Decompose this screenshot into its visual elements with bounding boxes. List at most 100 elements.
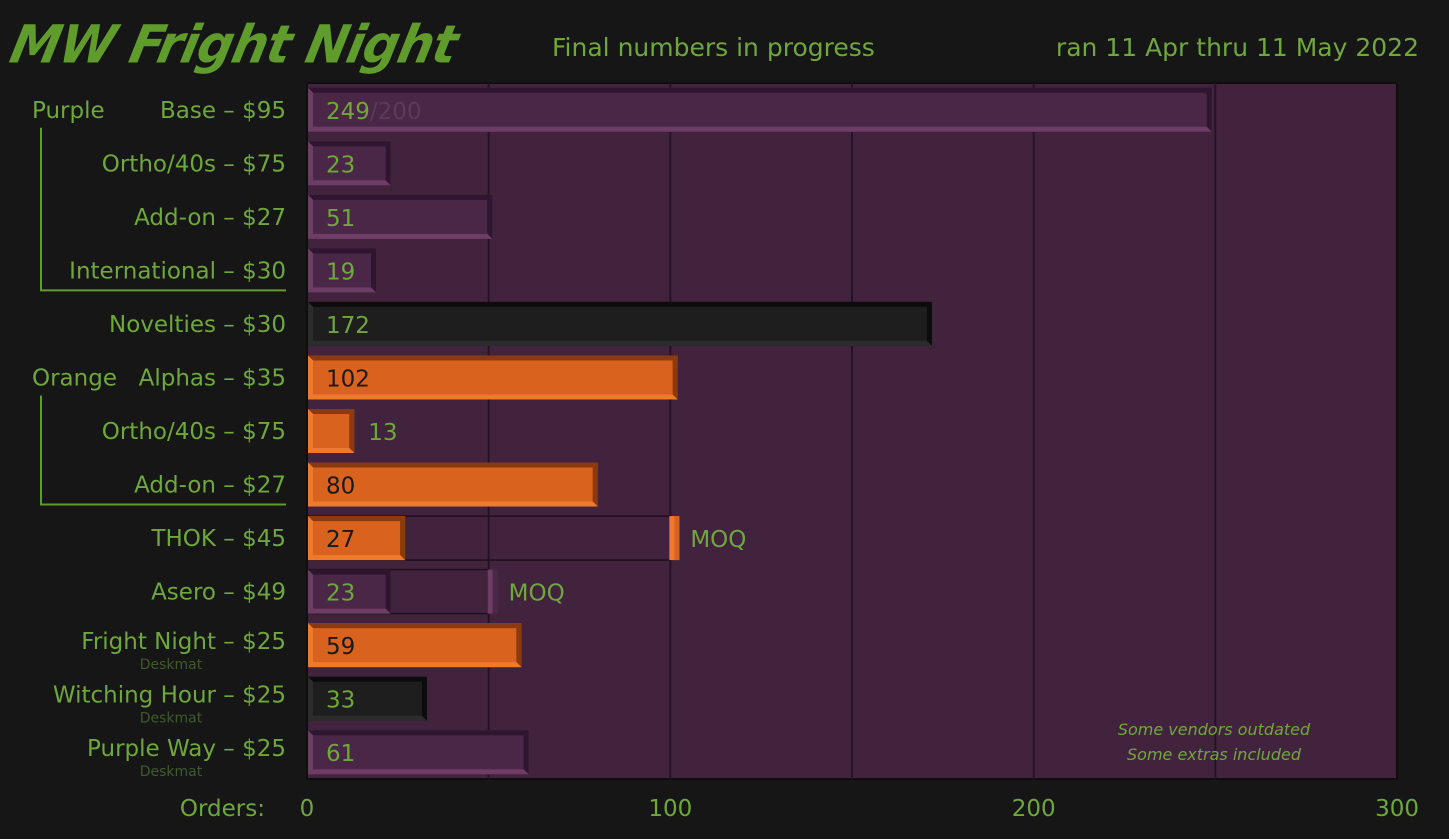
bar [308, 87, 1212, 132]
tick-label: 300 [1375, 796, 1419, 822]
bar-bevel-left [308, 516, 313, 561]
row-label: Witching Hour – $25 [53, 683, 286, 709]
group-bracket [40, 395, 286, 506]
bar-bevel-bottom [308, 287, 377, 293]
bar [308, 462, 598, 507]
data-label: 80 [326, 474, 355, 500]
bar-bevel-right [371, 248, 377, 293]
row-label: Ortho/40s – $75 [102, 151, 286, 177]
bar-bevel-left [308, 87, 313, 132]
bar-bevel-top [308, 676, 427, 682]
bar-bevel-top [308, 141, 391, 147]
bar-bevel-left [308, 301, 313, 346]
bar [308, 623, 522, 668]
bar [308, 676, 427, 721]
annotation: Some vendors outdated [1118, 720, 1311, 739]
bar-bevel-left [308, 248, 313, 293]
bar-bevel-right [523, 730, 529, 775]
row-labels: Base – $95 Ortho/40s – $75 Add-on – $27 Int… [32, 98, 286, 780]
row-label: Fright Night – $25 [81, 629, 286, 655]
bar-row: 13 [308, 409, 398, 453]
bar-bevel-right [349, 409, 355, 453]
annotations: Some vendors outdated Some extras include… [1118, 720, 1311, 764]
bar-bevel-right [1206, 87, 1212, 132]
bar-row: 27 MOQ [307, 515, 746, 561]
bar-bevel-right [926, 301, 932, 346]
bar-bevel-right [592, 462, 598, 507]
chart-subtitle: Final numbers in progress [552, 33, 875, 62]
row-label: International – $30 [69, 258, 286, 284]
moq-label: MOQ [690, 527, 746, 553]
bar-row: 80 [308, 462, 598, 507]
bar-bevel-top [308, 301, 932, 307]
bar-bevel-left [308, 355, 313, 400]
data-label: 13 [368, 420, 397, 446]
moq-label: MOQ [509, 581, 565, 607]
row-label: Purple Way – $25 [87, 736, 286, 762]
bar [308, 194, 493, 239]
bar-bevel-left [308, 194, 313, 239]
tick-label: 200 [1012, 796, 1056, 822]
bar-bevel-right [385, 569, 391, 614]
bar-bevel-right [516, 623, 522, 668]
bar-bevel-top [308, 409, 355, 414]
bar-bevel-right [421, 676, 427, 721]
data-label: 33 [326, 688, 355, 714]
bar-bevel-top [308, 355, 678, 361]
bar-row: 33 [308, 676, 427, 721]
data-label: 23 [326, 581, 355, 607]
bar-row: 23 MOQ [307, 568, 565, 615]
bar-bevel-bottom [308, 340, 932, 346]
group-label: Orange [32, 365, 117, 391]
bar [308, 516, 406, 561]
row-label: Alphas – $35 [139, 365, 286, 391]
group-label: Purple [32, 98, 105, 124]
bar-bevel-left [308, 676, 313, 721]
data-label: 61 [326, 741, 355, 767]
bar-bevel-top [308, 623, 522, 629]
tick-label: 0 [300, 796, 315, 822]
row-sublabel: Deskmat [140, 764, 203, 780]
bar-bevel-bottom [308, 662, 522, 668]
bar-row: 51 [308, 194, 493, 239]
bar-bevel-right [672, 355, 678, 400]
bar [308, 248, 377, 293]
bar-row: 59 [308, 623, 522, 668]
bar-row: 172 [308, 301, 932, 346]
date-range: ran 11 Apr thru 11 May 2022 [1055, 33, 1419, 62]
row-label: Add-on – $27 [134, 473, 286, 499]
bar-bevel-bottom [308, 769, 529, 775]
bar-row: 102 [308, 355, 678, 400]
bar-bevel-bottom [308, 501, 598, 507]
bar-bevel-top [308, 569, 391, 575]
moq-marker-shade [492, 569, 498, 614]
data-label: 19 [326, 259, 355, 285]
bars: 249/200 23 51 19 172 102 13 80 27 MOQ 23 MOQ 59 33 61 [307, 87, 1212, 775]
data-label: 51 [326, 206, 355, 232]
bar-bevel-bottom [308, 233, 493, 239]
data-label: 172 [326, 313, 370, 339]
bar-bevel-bottom [308, 555, 406, 561]
bar-bevel-bottom [308, 126, 1212, 132]
bar-row: 61 [308, 730, 529, 775]
x-axis-label: Orders: [180, 796, 265, 822]
row-sublabel: Deskmat [140, 657, 203, 673]
bar-bevel-bottom [308, 448, 355, 453]
row-label: Asero – $49 [151, 580, 286, 606]
bar [308, 409, 355, 453]
row-label: Ortho/40s – $75 [102, 419, 286, 445]
bar-bevel-top [308, 194, 493, 200]
bar-bevel-top [308, 462, 598, 468]
bar-bevel-bottom [308, 608, 391, 614]
target-label: /200 [370, 99, 422, 125]
bar-bevel-left [308, 730, 313, 775]
data-label: 249/200 [326, 99, 422, 125]
bar-bevel-top [308, 248, 377, 254]
bar-bevel-bottom [308, 715, 427, 721]
data-label: 23 [326, 152, 355, 178]
annotation: Some extras included [1127, 745, 1302, 764]
bar-bevel-right [487, 194, 493, 239]
group-bracket [40, 127, 286, 292]
bar [308, 301, 932, 346]
